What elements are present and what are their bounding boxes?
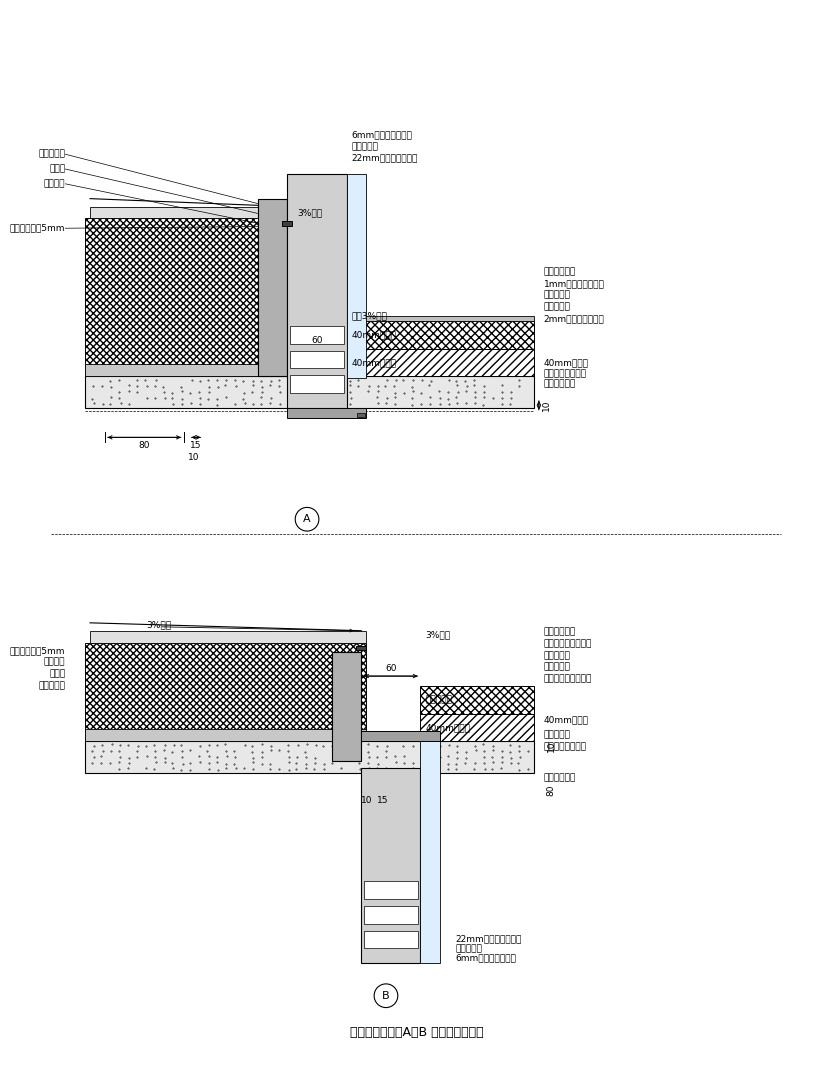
Text: 大面网格布: 大面网格布 [544,651,570,659]
Text: 聚合物抗裂砂浆底层: 聚合物抗裂砂浆底层 [544,674,592,683]
Bar [362,768,421,963]
Text: 抑灰盖锂副框5mm: 抑灰盖锂副框5mm [10,223,66,233]
Bar [290,325,344,344]
Text: 顶部3%找坡: 顶部3%找坡 [352,311,387,320]
Bar [290,375,344,393]
Text: 3%找坡: 3%找坡 [146,621,172,629]
Bar [90,630,367,642]
Bar [421,686,534,713]
Text: 大面网格布: 大面网格布 [544,291,570,300]
Text: 附加网格布: 附加网格布 [544,663,570,671]
Text: 聚合物砂浆粘结层: 聚合物砂浆粘结层 [544,369,587,379]
Bar [362,731,441,741]
Bar [357,645,367,651]
Bar [421,713,534,741]
Text: 附加网格布: 附加网格布 [426,695,452,705]
Text: 15: 15 [191,440,202,450]
Text: 10: 10 [361,796,372,804]
Text: 主框固定钉: 主框固定钉 [39,682,66,691]
Text: 22mm宽聚氨脂发泡剂: 22mm宽聚氨脂发泡剂 [455,934,521,943]
Text: B: B [382,990,390,1001]
Bar [85,376,534,408]
Text: 耐候密封胶: 耐候密封胶 [352,142,378,150]
Text: 10: 10 [542,400,551,411]
Bar [85,364,293,376]
Text: A: A [303,514,311,524]
Text: 弹性涂料面层: 弹性涂料面层 [544,627,576,636]
Text: 锂筋硜飘窗板: 锂筋硜飘窗板 [544,773,576,782]
Text: 附加网格布: 附加网格布 [544,730,570,740]
Text: 抑灰盖锂副框5mm: 抑灰盖锂副框5mm [10,645,66,655]
Text: 聚合物砂浆粘结层: 聚合物砂浆粘结层 [544,742,587,752]
Text: 80: 80 [547,785,556,796]
Text: 弹性涂料面层: 弹性涂料面层 [544,267,576,276]
Bar [364,930,418,948]
Text: 2mm聚合物砂浆底层: 2mm聚合物砂浆底层 [544,315,604,323]
Text: 6mm高聚氨脂发泡剂: 6mm高聚氨脂发泡剂 [455,954,516,962]
Text: 3%找坡: 3%找坡 [426,630,450,639]
Bar [290,350,344,368]
Text: 60: 60 [312,336,323,345]
Text: 40mm挤塑板: 40mm挤塑板 [426,723,470,731]
Text: 3%找坡: 3%找坡 [298,208,322,217]
Text: 锂副框: 锂副框 [49,669,66,679]
Text: 80: 80 [139,440,150,450]
Text: 锂副框: 锂副框 [49,164,66,174]
Bar [358,412,365,417]
Text: 角固定片: 角固定片 [44,657,66,667]
Text: 角固定片: 角固定片 [44,179,66,188]
Bar [347,321,534,349]
Bar [347,174,367,378]
Text: 耐候密封胶: 耐候密封胶 [455,944,482,953]
Text: 6mm高聚氨脂发泡剂: 6mm高聚氨脂发泡剂 [352,130,413,139]
Bar [85,729,367,741]
Bar [421,737,441,963]
Text: 窗眉、窗台滴水A、B 节点做法示意图: 窗眉、窗台滴水A、B 节点做法示意图 [349,1026,483,1039]
Text: 10: 10 [547,740,556,752]
Bar [364,906,418,924]
Text: 锂筋硜飘窗板: 锂筋硜飘窗板 [544,379,576,389]
Text: 40mm挤塑板: 40mm挤塑板 [352,358,396,367]
Bar [258,199,288,376]
Text: 15: 15 [377,796,389,804]
Bar [85,218,293,376]
Bar [288,408,367,418]
Bar [347,316,534,321]
Bar [364,882,418,899]
Text: 1mm聚合物砂浆面层: 1mm聚合物砂浆面层 [544,279,605,288]
Bar [288,174,347,408]
Text: 10: 10 [188,452,200,462]
Text: 40mm挤塑板: 40mm挤塑板 [352,331,396,339]
Text: 40mm挤塑板: 40mm挤塑板 [544,358,589,367]
Bar [332,652,362,761]
Bar [85,741,534,773]
Bar [85,642,367,741]
Text: 主框固定钉: 主框固定钉 [39,149,66,159]
Bar [283,221,293,227]
Text: 聚合物抗裂砂浆面层: 聚合物抗裂砂浆面层 [544,639,592,648]
Text: 22mm宽聚氨脂发泡剂: 22mm宽聚氨脂发泡剂 [352,154,418,162]
Text: 附加网格布: 附加网格布 [544,303,570,311]
Text: 40mm挤塑板: 40mm挤塑板 [544,715,589,724]
Bar [347,349,534,376]
Bar [90,206,293,218]
Text: 60: 60 [386,664,397,672]
